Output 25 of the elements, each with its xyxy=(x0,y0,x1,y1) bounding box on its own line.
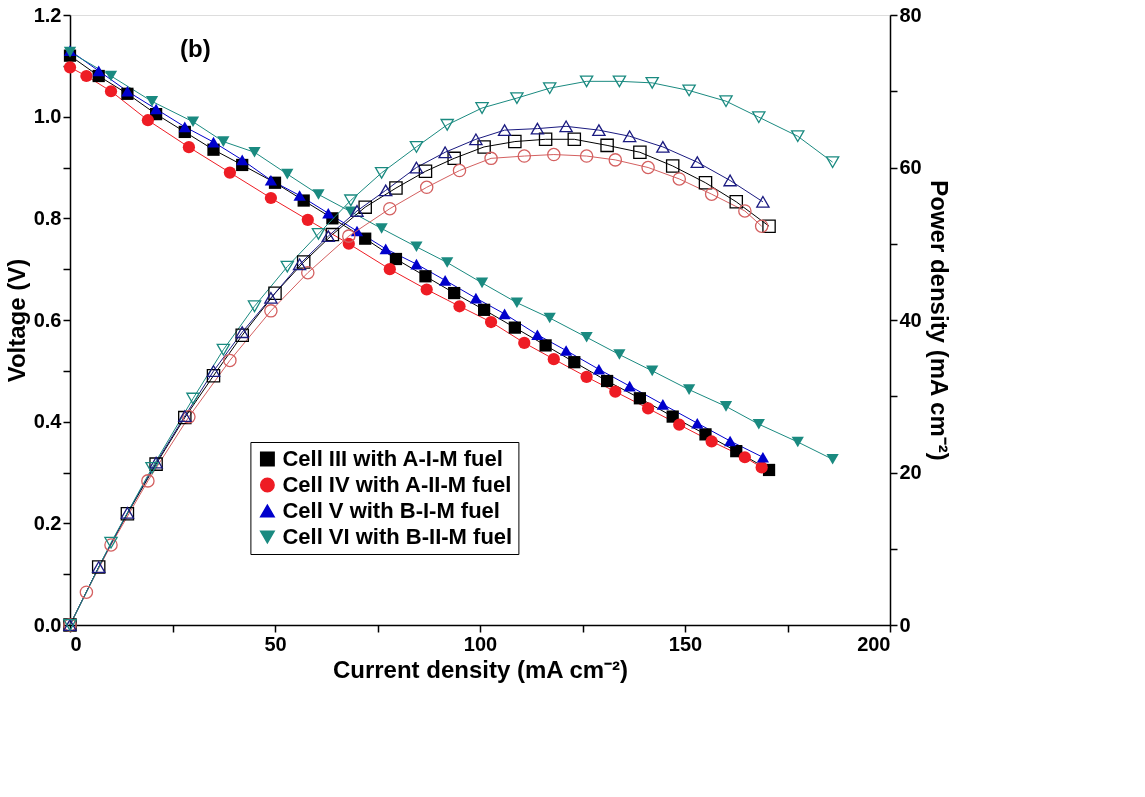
y-tick-label: 0.2 xyxy=(33,511,62,534)
legend-label: Cell VI with B-II-M fuel xyxy=(282,524,513,549)
y2-tick-label: 60 xyxy=(899,156,922,178)
x-tick-label: 0 xyxy=(70,632,82,655)
y-tick-label: 0.6 xyxy=(33,308,62,331)
y-tick-label: 1.0 xyxy=(33,105,62,128)
x-tick-label: 100 xyxy=(463,632,498,655)
y-tick-label: 0.0 xyxy=(33,613,62,636)
y-axis-title: Voltage (V) xyxy=(2,258,30,383)
y-tick-label: 0.4 xyxy=(33,410,63,433)
x-tick-label: 200 xyxy=(857,632,891,655)
y2-tick-label: 40 xyxy=(899,308,922,331)
annotation: (b) xyxy=(180,35,211,62)
x-axis-title: Current density (mA cm⁻²) xyxy=(332,655,629,683)
y-tick-label: 0.8 xyxy=(33,206,62,229)
legend-label: Cell IV with A-II-M fuel xyxy=(282,472,512,497)
y2-tick-label: 20 xyxy=(899,461,922,483)
legend-label: Cell III with A-I-M fuel xyxy=(282,446,503,471)
y2-axis-title: Power density (mA cm⁻²) xyxy=(925,180,953,461)
legend-label: Cell V with B-I-M fuel xyxy=(282,498,500,523)
y2-tick-label: 0 xyxy=(899,613,911,636)
x-tick-label: 150 xyxy=(668,632,703,655)
y-tick-label: 1.2 xyxy=(33,3,62,26)
x-tick-label: 50 xyxy=(264,632,287,655)
y2-tick-label: 80 xyxy=(899,3,922,26)
